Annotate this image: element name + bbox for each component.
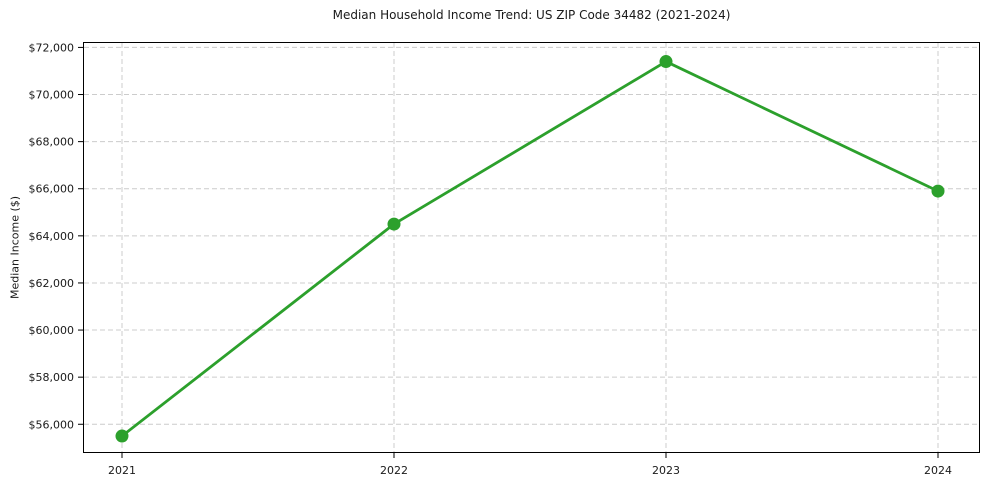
income-trend-line — [120, 60, 940, 438]
y-tick-label: $62,000 — [29, 277, 75, 290]
x-tick-label: 2022 — [380, 464, 408, 477]
y-tick-label: $68,000 — [29, 136, 75, 149]
x-tick-label: 2024 — [924, 464, 952, 477]
y-tick-label: $66,000 — [29, 183, 75, 196]
data-point-2024 — [931, 184, 945, 198]
data-point-2023 — [659, 55, 673, 69]
y-tick-label: $70,000 — [29, 89, 75, 102]
data-point-2021 — [115, 429, 129, 443]
x-tick-label: 2023 — [652, 464, 680, 477]
x-tick-label: 2021 — [108, 464, 136, 477]
y-tick-label: $56,000 — [29, 418, 75, 431]
chart-title: Median Household Income Trend: US ZIP Co… — [332, 8, 731, 22]
plot-border — [83, 42, 980, 453]
y-tick-label: $64,000 — [29, 230, 75, 243]
y-tick-label: $58,000 — [29, 371, 75, 384]
data-point-2022 — [387, 217, 401, 231]
y-tick-label: $60,000 — [29, 324, 75, 337]
y-tick-label: $72,000 — [29, 41, 75, 54]
